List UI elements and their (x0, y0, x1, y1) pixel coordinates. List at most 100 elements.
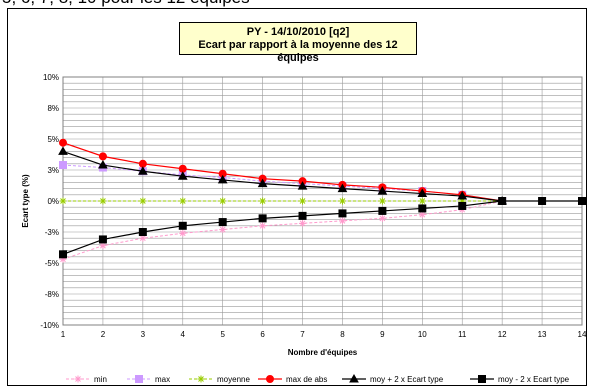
series-moy-2-x-ecart-type-point (498, 197, 507, 205)
series-moy-2-x-ecart-type-point (138, 228, 147, 236)
series-min-point (139, 234, 147, 242)
series-moy-2-x-ecart-type-point (98, 235, 107, 244)
series-moy-2-x-ecart-type (58, 146, 508, 205)
series-max-point (59, 161, 67, 170)
legend-item-max-marker (135, 375, 143, 383)
series-moy-2-x-ecart-type-point (377, 186, 388, 195)
series-moy-2-x-ecart-type-point (338, 209, 347, 218)
legend-item-min-label: min (94, 375, 107, 384)
legend-item-max-de-abs-label: max de abs (286, 375, 327, 384)
chart-frame: 10% 8% 5% 3% 0% -3% -5% -8% -10% 1 2 3 4 5 6 7 8 9 10 11 12 1… (7, 8, 587, 386)
legend-item-max-de-abs: max de abs (258, 375, 327, 384)
series-moy-2-x-ecart-type-point (297, 181, 308, 190)
series-moyenne-point (99, 197, 107, 205)
series-moy-2-x-ecart-type (59, 197, 586, 259)
x-axis-title: Nombre d'équipes (288, 348, 358, 357)
series-min-point (179, 229, 187, 237)
series-moyenne-point (458, 197, 466, 205)
legend-item-moy-2-x-ecart-type: moy + 2 x Ecart type (342, 373, 444, 384)
legend-item-min: min (66, 375, 107, 384)
x-tick-label: 12 (498, 330, 507, 339)
top-text-strip: 5, 6, 7, 8, 10 pour les 12 équipes (0, 0, 592, 8)
x-tick-label: 2 (101, 330, 106, 339)
y-tick-label: 0% (47, 197, 59, 206)
series-moy-2-x-ecart-type-point (578, 197, 586, 205)
series-min-point (99, 242, 107, 250)
legend-item-max-de-abs-marker (266, 375, 274, 383)
x-tick-label: 11 (458, 330, 467, 339)
chart-subtitle: Ecart par rapport à la moyenne des 12 éq… (198, 39, 398, 64)
series-moy-2-x-ecart-type-point (218, 218, 227, 227)
series-moyenne-point (179, 197, 187, 205)
y-tick-label: -3% (45, 228, 59, 237)
series-min-point (418, 211, 426, 219)
y-tick-label: 3% (47, 166, 59, 175)
y-tick-label: 10% (43, 73, 59, 82)
series-moy-2-x-ecart-type-point (378, 206, 387, 215)
y-tick-label: -5% (45, 259, 59, 268)
series-moyenne-point (259, 197, 267, 205)
series-moy-2-x-ecart-type-point (457, 191, 468, 200)
chart: 10%8%5%3%0%-3%-5%-8%-10%1 2 3 4 5 6 7 8 9 10 11 12 1… (21, 73, 586, 384)
x-tick-label: 10 (418, 330, 427, 339)
legend-item-min-marker (74, 375, 82, 383)
legend-item-moy-2-x-ecart-type: moy - 2 x Ecart type (470, 375, 570, 384)
series-min-line (62, 200, 503, 260)
series-min-point (338, 217, 346, 225)
series-moy-2-x-ecart-type-point (417, 188, 428, 198)
legend-item-moy-2-x-ecart-type-label: moy + 2 x Ecart type (370, 375, 444, 384)
series-moy-2-x-ecart-type-line (62, 200, 582, 255)
y-axis-title: Ecart type (%) (21, 174, 30, 228)
x-tick-label: 3 (141, 330, 146, 339)
series-moy-2-x-ecart-type-point (257, 178, 268, 188)
x-tick-label: 8 (340, 330, 345, 339)
x-tick-label: 7 (300, 330, 305, 339)
series-moyenne-point (418, 197, 426, 205)
legend-item-max-label: max (155, 375, 170, 384)
series-max-de-abs-point (98, 152, 107, 161)
series-min-point (299, 219, 307, 227)
y-tick-label: 5% (47, 135, 59, 144)
series-max-de-abs-line (62, 142, 503, 202)
series-min-point (59, 255, 67, 263)
legend-item-moy-2-x-ecart-type-marker (478, 375, 486, 383)
series-moy-2-x-ecart-type-point (137, 166, 148, 175)
series-moy-2-x-ecart-type-point (98, 160, 108, 169)
top-text: 5, 6, 7, 8, 10 pour les 12 équipes (2, 0, 250, 8)
x-tick-label: 6 (260, 330, 265, 339)
series-min-point (219, 226, 227, 234)
y-tick-label: 8% (47, 104, 59, 113)
series-moy-2-x-ecart-type-point (177, 171, 188, 180)
series-max-de-abs-point (59, 138, 67, 147)
series-min-point (259, 222, 267, 230)
legend-item-moy-2-x-ecart-type-marker (349, 373, 359, 383)
series-moyenne-point (139, 197, 147, 205)
series-moyenne-point (299, 197, 307, 205)
legend-item-moy-2-x-ecart-type-label: moy - 2 x Ecart type (498, 375, 570, 384)
legend-item-max: max (127, 375, 170, 384)
x-tick-label: 13 (538, 330, 547, 339)
series-moy-2-x-ecart-type-point (538, 197, 547, 205)
series-moy-2-x-ecart-type-point (458, 201, 467, 210)
chart-title-box: PY - 14/10/2010 [q2] Ecart par rapport à… (179, 22, 417, 64)
series-moy-2-x-ecart-type-point (59, 250, 67, 259)
series-moyenne-point (59, 197, 67, 205)
x-tick-label: 5 (220, 330, 225, 339)
series-moy-2-x-ecart-type-point (337, 183, 348, 193)
series-moy-2-x-ecart-type-point (58, 146, 68, 155)
legend-item-moyenne-label: moyenne (217, 375, 250, 384)
series-moyenne-point (378, 197, 386, 205)
x-tick-label: 14 (578, 330, 586, 339)
y-tick-label: -8% (45, 290, 59, 299)
y-tick-label: -10% (40, 321, 59, 330)
series-moy-2-x-ecart-type-point (298, 211, 307, 220)
series-moy-2-x-ecart-type-point (178, 221, 187, 230)
series-moy-2-x-ecart-type-point (217, 174, 228, 184)
series-moy-2-x-ecart-type-point (418, 204, 427, 213)
x-tick-label: 4 (181, 330, 186, 339)
x-tick-label: 9 (380, 330, 385, 339)
legend-item-moyenne-marker (197, 375, 205, 383)
chart-title: PY - 14/10/2010 [q2] (246, 26, 350, 38)
x-tick-label: 1 (61, 330, 66, 339)
series-moy-2-x-ecart-type-line (62, 150, 503, 202)
